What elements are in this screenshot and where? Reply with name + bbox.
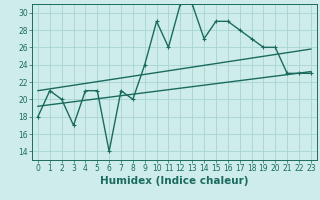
- X-axis label: Humidex (Indice chaleur): Humidex (Indice chaleur): [100, 176, 249, 186]
